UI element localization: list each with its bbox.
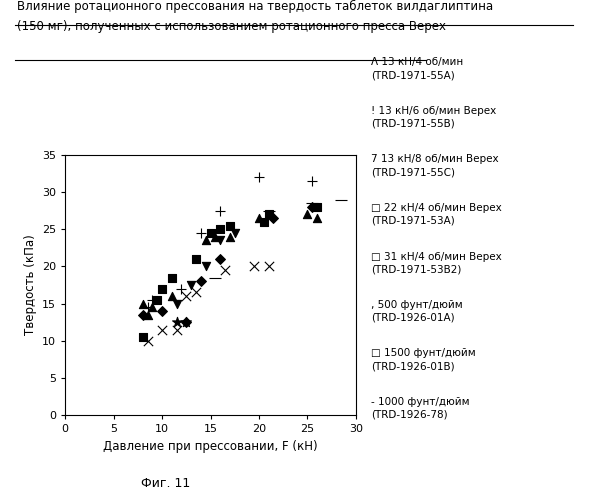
- Point: [143, 304, 152, 312]
- Point: [143, 336, 152, 344]
- Point: [138, 333, 148, 341]
- Point: [172, 318, 181, 326]
- Text: Фиг. 11: Фиг. 11: [141, 477, 191, 490]
- Point: [264, 262, 273, 270]
- Point: [249, 262, 259, 270]
- Point: [191, 288, 200, 296]
- Point: [215, 206, 225, 214]
- Point: [225, 232, 235, 240]
- Text: - 1000 фунт/дюйм
(TRD-1926-78): - 1000 фунт/дюйм (TRD-1926-78): [371, 397, 469, 420]
- Point: [157, 307, 167, 315]
- Point: [264, 206, 273, 214]
- Point: [307, 177, 317, 185]
- Point: [191, 255, 200, 263]
- Point: [264, 210, 273, 218]
- Point: [211, 232, 220, 240]
- Y-axis label: Твердость (кПа): Твердость (кПа): [24, 234, 37, 336]
- Point: [215, 255, 225, 263]
- Point: [201, 262, 211, 270]
- Point: [181, 292, 191, 300]
- Point: [181, 318, 191, 326]
- Point: [215, 236, 225, 244]
- Point: [172, 300, 181, 308]
- Point: [138, 300, 148, 308]
- Point: [201, 236, 211, 244]
- Text: ! 13 кН/6 об/мин Верех
(TRD-1971-55B): ! 13 кН/6 об/мин Верех (TRD-1971-55B): [371, 106, 496, 129]
- Point: [206, 229, 215, 237]
- Point: [196, 278, 206, 285]
- Point: [269, 214, 278, 222]
- Point: [259, 218, 269, 226]
- Text: , 500 фунт/дюйм
(TRD-1926-01A): , 500 фунт/дюйм (TRD-1926-01A): [371, 300, 463, 323]
- Text: □ 22 кН/4 об/мин Верех
(TRD-1971-53A): □ 22 кН/4 об/мин Верех (TRD-1971-53A): [371, 203, 501, 226]
- Point: [157, 284, 167, 292]
- Point: [220, 266, 229, 274]
- Point: [211, 274, 220, 281]
- Point: [148, 304, 157, 312]
- Point: [143, 310, 152, 318]
- Point: [186, 281, 196, 289]
- Text: Λ 13 кН/4 об/мин
(TRD-1971-55A): Λ 13 кН/4 об/мин (TRD-1971-55A): [371, 58, 463, 80]
- Point: [230, 229, 240, 237]
- Point: [157, 326, 167, 334]
- Point: [302, 210, 312, 218]
- Point: [307, 200, 317, 207]
- Text: 7 13 кН/8 об/мин Верех
(TRD-1971-55C): 7 13 кН/8 об/мин Верех (TRD-1971-55C): [371, 154, 498, 178]
- Text: □ 31 кН/4 об/мин Верех
(TRD-1971-53B2): □ 31 кН/4 об/мин Верех (TRD-1971-53B2): [371, 252, 501, 274]
- Point: [254, 174, 264, 182]
- Point: [196, 229, 206, 237]
- Point: [215, 226, 225, 234]
- Point: [254, 214, 264, 222]
- Point: [167, 274, 177, 281]
- Text: □ 1500 фунт/дюйм
(TRD-1926-01B): □ 1500 фунт/дюйм (TRD-1926-01B): [371, 348, 475, 372]
- Text: Влияние ротационного прессования на твердость таблеток вилдаглиптина
(150 мг), п: Влияние ротационного прессования на твер…: [17, 0, 493, 33]
- Point: [148, 296, 157, 304]
- Point: [167, 292, 177, 300]
- Point: [152, 296, 162, 304]
- Point: [307, 203, 317, 211]
- Point: [138, 310, 148, 318]
- Point: [337, 196, 346, 203]
- Point: [313, 203, 322, 211]
- Point: [225, 222, 235, 230]
- Point: [313, 214, 322, 222]
- Point: [181, 318, 191, 326]
- Point: [172, 326, 181, 334]
- Point: [177, 284, 186, 292]
- X-axis label: Давление при прессовании, F (кН): Давление при прессовании, F (кН): [103, 440, 318, 452]
